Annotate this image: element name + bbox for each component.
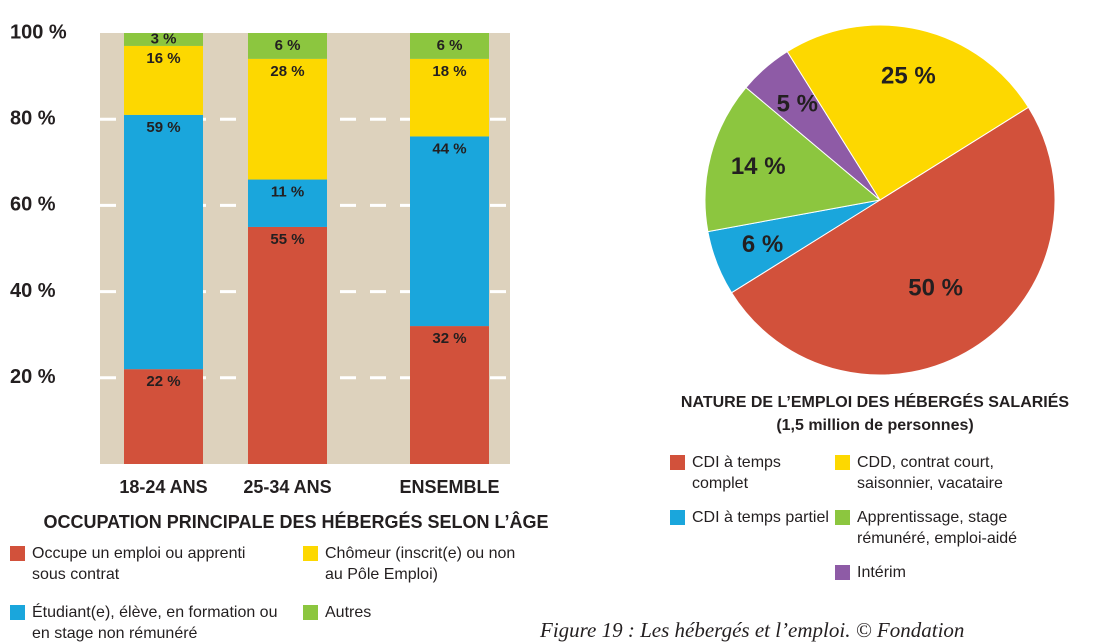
- data-label: 18 %: [432, 63, 466, 80]
- legend-swatch: [10, 546, 25, 561]
- legend-label: Étudiant(e), élève, en formation ou en s…: [32, 604, 278, 642]
- data-label: 6 %: [275, 37, 301, 54]
- legend-swatch: [303, 605, 318, 620]
- data-label: 14 %: [731, 153, 786, 180]
- data-label: 59 %: [146, 119, 180, 136]
- bar-segment: [410, 58, 489, 137]
- y-tick-label: 60 %: [10, 194, 56, 216]
- bar-segment: [248, 179, 327, 227]
- bar-segment: [124, 33, 203, 46]
- bar-segment: [124, 369, 203, 464]
- legend-swatch: [303, 546, 318, 561]
- legend-label: CDI à temps partiel: [692, 509, 829, 526]
- caption: Figure 19 : Les hébergés et l’emploi. © …: [540, 618, 965, 642]
- y-tick-label: 40 %: [10, 280, 56, 302]
- legend-swatch: [10, 605, 25, 620]
- data-label: 50 %: [908, 274, 963, 301]
- bar-segment: [248, 226, 327, 464]
- legend-label: Apprentissage, stage rémunéré, emploi-ai…: [857, 509, 1018, 547]
- y-tick-label: 80 %: [10, 107, 56, 129]
- data-label: 22 %: [146, 373, 180, 390]
- pie-chart-subtitle: (1,5 million de personnes): [776, 417, 973, 434]
- legend-label: CDD, contrat court, saisonnier, vacatair…: [857, 454, 1003, 492]
- bar-segment: [410, 33, 489, 59]
- bar-segment: [124, 45, 203, 115]
- bar-chart-title: OCCUPATION PRINCIPALE DES HÉBERGÉS SELON…: [43, 511, 548, 532]
- data-label: 11 %: [271, 184, 304, 201]
- data-label: 6 %: [437, 37, 463, 54]
- data-label: 25 %: [881, 63, 936, 90]
- x-tick-label: ENSEMBLE: [399, 477, 499, 497]
- pie-chart-title: NATURE DE L’EMPLOI DES HÉBERGÉS SALARIÉS: [681, 392, 1070, 411]
- legend-label: Occupe un emploi ou apprenti sous contra…: [32, 545, 246, 583]
- pie-slice: [704, 86, 882, 233]
- y-tick-label: 20 %: [10, 366, 56, 388]
- data-label: 6 %: [742, 231, 783, 258]
- data-label: 32 %: [432, 330, 466, 347]
- legend-swatch: [670, 455, 685, 470]
- bar-segment: [410, 326, 489, 464]
- legend-label: CDI à temps complet: [692, 454, 781, 492]
- x-tick-label: 18-24 ANS: [119, 477, 207, 497]
- legend-label: Chômeur (inscrit(e) ou non au Pôle Emplo…: [325, 545, 516, 583]
- legend-swatch: [670, 510, 685, 525]
- legend-label: Autres: [325, 604, 372, 621]
- legend-label: Intérim: [857, 564, 906, 581]
- bar-segment: [124, 114, 203, 370]
- legend-swatch: [835, 455, 850, 470]
- data-label: 44 %: [432, 140, 466, 157]
- x-tick-label: 25-34 ANS: [243, 477, 331, 497]
- legend-swatch: [835, 565, 850, 580]
- data-label: 55 %: [270, 231, 304, 248]
- bar-segment: [248, 33, 327, 59]
- data-label: 28 %: [270, 63, 304, 80]
- bar-segment: [410, 136, 489, 327]
- pie-slice: [730, 106, 1056, 376]
- data-label: 5 %: [777, 90, 818, 117]
- data-label: 16 %: [146, 50, 180, 67]
- pie-slice: [786, 24, 1030, 201]
- bar-segment: [248, 58, 327, 180]
- data-label: 3 %: [151, 30, 177, 47]
- y-tick-label: 100 %: [10, 21, 67, 43]
- legend-swatch: [835, 510, 850, 525]
